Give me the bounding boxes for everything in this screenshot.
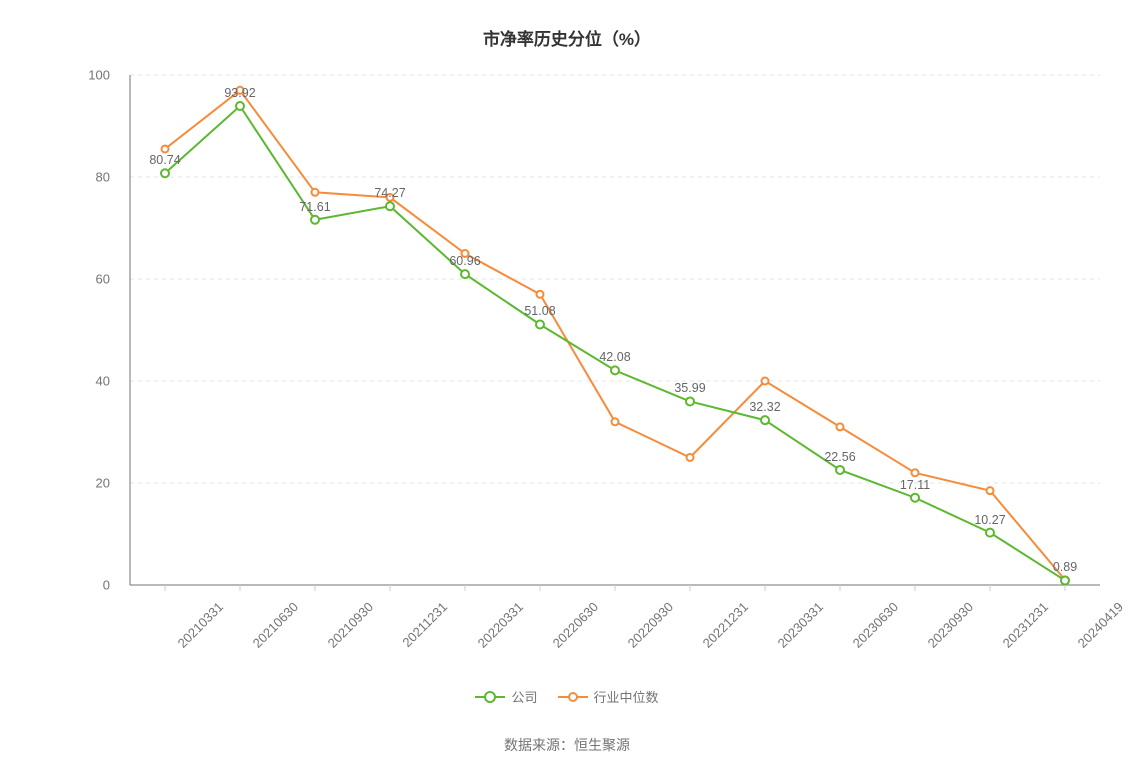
data-point-label: 80.74 [149,153,180,167]
x-tick-label: 20230930 [925,599,977,651]
x-tick-label: 20221231 [700,599,752,651]
legend-marker-icon [558,690,588,704]
y-tick-label: 100 [88,68,110,83]
chart-title: 市净率历史分位（%） [0,0,1134,50]
y-axis-labels: 020406080100 [0,75,120,585]
data-point-label: 22.56 [824,450,855,464]
x-tick-label: 20231231 [1000,599,1052,651]
x-tick-label: 20230331 [775,599,827,651]
data-point-label: 17.11 [900,478,930,492]
data-point-label: 35.99 [674,381,705,395]
x-tick-label: 20210930 [325,599,377,651]
x-tick-label: 20230630 [850,599,902,651]
y-tick-label: 0 [103,578,110,593]
y-tick-label: 80 [96,170,110,185]
chart-container: 市净率历史分位（%） 0 20 40 60 80 100 80.74 93.92 71.61 7… [0,0,1134,766]
x-tick-label: 20220331 [475,599,527,651]
legend-marker-icon [475,690,505,704]
data-point-label: 93.92 [224,86,255,100]
data-point-label: 71.61 [299,200,330,214]
y-tick-label: 20 [96,476,110,491]
data-point-label: 32.32 [749,400,780,414]
legend-label: 公司 [511,687,537,706]
y-tick-label: 40 [96,374,110,389]
plot-area: 80.74 93.92 71.61 74.27 60.96 51.08 42.08 35.99… [130,75,1100,585]
data-point-label: 0.89 [1053,560,1077,574]
x-axis-labels: 20210331 20210630 20210930 20211231 20220331… [130,585,1100,675]
x-tick-label: 20211231 [399,599,450,650]
y-tick-label: 60 [96,272,110,287]
data-point-label: 74.27 [374,186,405,200]
data-point-label: 10.27 [974,513,1005,527]
legend-label: 行业中位数 [594,687,659,706]
x-tick-label: 20210630 [250,599,302,651]
data-point-label: 51.08 [524,304,555,318]
source-text: 数据来源：恒生聚源 [0,735,1134,755]
legend-item-industry-median[interactable]: 行业中位数 [558,687,659,706]
legend: 公司 行业中位数 [0,687,1134,706]
legend-item-company[interactable]: 公司 [475,687,537,706]
x-tick-label: 20220930 [625,599,677,651]
x-tick-label: 20240419 [1075,599,1127,651]
series-svg [130,75,1100,585]
x-tick-label: 20220630 [550,599,602,651]
data-point-label: 42.08 [599,350,630,364]
data-point-label: 60.96 [449,254,480,268]
x-tick-label: 20210331 [175,599,227,651]
